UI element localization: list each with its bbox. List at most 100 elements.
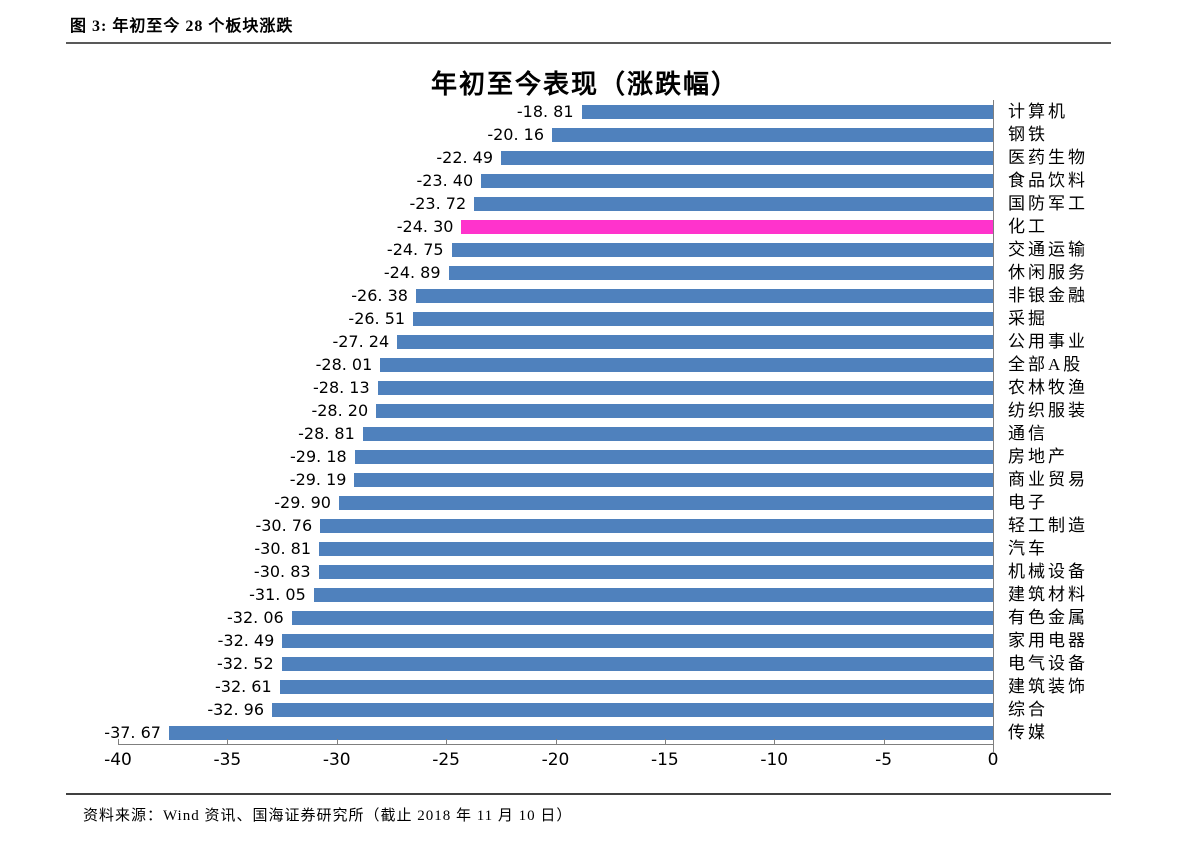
figure-caption: 图 3: 年初至今 28 个板块涨跌	[70, 18, 294, 35]
bar	[320, 518, 993, 533]
value-label: -29. 18	[290, 447, 347, 466]
bar	[313, 587, 993, 602]
x-axis-tick-label: -15	[650, 750, 679, 770]
value-label: -23. 72	[409, 194, 467, 213]
bar-row: -30. 81 汽车	[0, 537, 1191, 560]
value-label: -28. 81	[298, 424, 355, 443]
value-label: -18. 81	[516, 102, 574, 121]
plot-area	[118, 100, 994, 745]
header-divider	[66, 42, 1111, 44]
bar-row: -29. 18 房地产	[0, 445, 1191, 468]
category-label: 公用事业	[1008, 332, 1088, 351]
bar-highlighted	[461, 219, 993, 234]
bar	[272, 702, 993, 717]
category-label: 休闲服务	[1008, 263, 1088, 282]
bar-row: -37. 67 传媒	[0, 721, 1191, 744]
category-label: 化工	[1008, 217, 1048, 236]
bar	[397, 334, 993, 349]
category-label: 电气设备	[1008, 654, 1088, 673]
value-label: -30. 83	[253, 562, 311, 581]
bar	[552, 127, 993, 142]
value-label: -30. 81	[254, 539, 312, 558]
value-label: -28. 20	[311, 401, 369, 420]
bar-row: -24. 89 休闲服务	[0, 261, 1191, 284]
bar	[338, 495, 993, 510]
category-label: 房地产	[1008, 447, 1068, 466]
category-label: 医药生物	[1008, 148, 1088, 167]
value-label: -23. 40	[416, 171, 474, 190]
x-axis-tick	[993, 739, 994, 744]
bar	[362, 426, 993, 441]
category-label: 传媒	[1008, 723, 1048, 742]
value-label: -28. 01	[315, 355, 373, 374]
bar-row: -28. 13 农林牧渔	[0, 376, 1191, 399]
value-label: -28. 13	[312, 378, 370, 397]
bar-row: -22. 49 医药生物	[0, 146, 1191, 169]
footer-divider	[66, 793, 1111, 795]
bar-row: -28. 01 全部A股	[0, 353, 1191, 376]
category-label: 食品饮料	[1008, 171, 1088, 190]
bar-row: -30. 76 轻工制造	[0, 514, 1191, 537]
x-axis-tick-label: -40	[104, 750, 132, 770]
bar-row: -24. 75 交通运输	[0, 238, 1191, 261]
category-label: 机械设备	[1008, 562, 1088, 581]
chart-title: 年初至今表现（涨跌幅）	[430, 70, 739, 99]
x-axis-tick	[774, 739, 776, 744]
category-label: 纺织服装	[1008, 401, 1088, 420]
bar-row: -32. 52 电气设备	[0, 652, 1191, 675]
category-label: 全部A股	[1008, 355, 1084, 374]
bar-row: -27. 24 公用事业	[0, 330, 1191, 353]
bar-row: -23. 40 食品饮料	[0, 169, 1191, 192]
value-label: -32. 49	[217, 631, 275, 650]
bar	[377, 380, 993, 395]
x-axis-tick	[118, 739, 119, 744]
x-axis-tick	[883, 739, 885, 744]
bar-row: -18. 81 计算机	[0, 100, 1191, 123]
bar	[282, 633, 993, 648]
bar-row: -30. 83 机械设备	[0, 560, 1191, 583]
value-label: -32. 06	[227, 608, 284, 627]
category-label: 有色金属	[1008, 608, 1088, 627]
category-label: 农林牧渔	[1008, 378, 1088, 397]
bar	[501, 150, 993, 165]
bar-row: -29. 90 电子	[0, 491, 1191, 514]
x-axis-tick	[336, 739, 338, 744]
bar	[448, 265, 993, 280]
value-label: -32. 61	[214, 677, 272, 696]
category-label: 通信	[1008, 424, 1048, 443]
category-label: 交通运输	[1008, 240, 1088, 259]
bar	[481, 173, 993, 188]
category-label: 电子	[1008, 493, 1048, 512]
bar	[168, 725, 993, 740]
x-axis-tick-label: -30	[322, 750, 351, 770]
value-label: -24. 75	[386, 240, 444, 259]
bar-row: -28. 81 通信	[0, 422, 1191, 445]
value-label: -26. 38	[351, 286, 408, 305]
x-axis-tick	[446, 739, 448, 744]
x-axis-tick-label: -35	[213, 750, 242, 770]
bar	[354, 472, 993, 487]
category-label: 国防军工	[1008, 194, 1088, 213]
source-note: 资料来源：Wind 资讯、国海证券研究所（截止 2018 年 11 月 10 日…	[83, 808, 573, 824]
bar-row: -28. 20 纺织服装	[0, 399, 1191, 422]
category-label: 商业贸易	[1008, 470, 1088, 489]
category-label: 计算机	[1008, 102, 1068, 121]
bar	[451, 242, 993, 257]
bar-row: -32. 61 建筑装饰	[0, 675, 1191, 698]
category-label: 综合	[1008, 700, 1048, 719]
bar	[318, 564, 993, 579]
category-label: 汽车	[1008, 539, 1048, 558]
category-label: 家用电器	[1008, 631, 1088, 650]
value-label: -30. 76	[255, 516, 313, 535]
category-label: 建筑装饰	[1008, 677, 1088, 696]
value-label: -29. 19	[289, 470, 347, 489]
bar-row: -20. 16 钢铁	[0, 123, 1191, 146]
value-label: -20. 16	[487, 125, 544, 144]
bar	[319, 541, 993, 556]
bar	[354, 449, 993, 464]
bar	[380, 357, 993, 372]
value-label: -24. 30	[396, 217, 454, 236]
category-label: 轻工制造	[1008, 516, 1088, 535]
value-label: -29. 90	[274, 493, 331, 512]
bar-row: -32. 06 有色金属	[0, 606, 1191, 629]
